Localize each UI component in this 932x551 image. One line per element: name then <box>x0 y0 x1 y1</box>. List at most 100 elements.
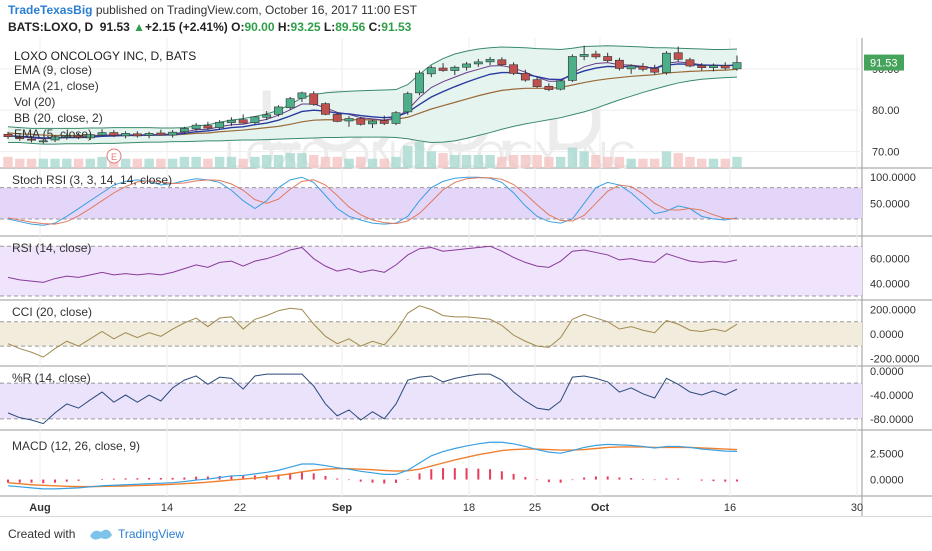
candle-body <box>662 52 671 73</box>
candle-body <box>226 119 236 123</box>
volume-bar <box>214 156 225 168</box>
volume-bar <box>602 156 613 168</box>
volume-bar <box>285 153 295 168</box>
volume-bar <box>403 145 413 168</box>
last-price-label: 91.53 <box>870 58 898 70</box>
candle-body <box>368 120 377 125</box>
candle-body <box>3 133 13 138</box>
chart-header: TradeTexasBig published on TradingView.c… <box>0 0 932 38</box>
volume-bar <box>497 156 507 168</box>
bb-fill <box>8 45 737 145</box>
volume-bar <box>3 156 13 168</box>
candle-body <box>697 65 707 68</box>
macd-title: MACD (12, 26, close, 9) <box>12 439 140 453</box>
volume-bar <box>555 156 566 168</box>
volume-bar <box>320 156 331 168</box>
candle-body <box>168 131 178 136</box>
macd-histogram-bar <box>571 479 574 481</box>
time-axis-label: 22 <box>234 502 246 514</box>
volume-bar <box>132 158 143 168</box>
candle-body <box>473 61 483 65</box>
macd-histogram-bar <box>700 479 703 481</box>
earnings-marker-label: E <box>111 152 117 162</box>
volume-bar <box>461 155 472 168</box>
williams-r-tick-label: -40.0000 <box>870 390 913 402</box>
chart-area[interactable]: LOXO, DLOXO ONCOLOGY INC70.0080.0090.00E… <box>0 38 932 516</box>
author-link[interactable]: TradeTexasBig <box>8 3 93 17</box>
change-value: +2.15 (+2.41%) <box>145 20 228 34</box>
volume-bar <box>414 142 425 168</box>
macd-histogram-bar <box>594 476 597 480</box>
volume-bar <box>626 158 636 168</box>
candle-body <box>179 128 189 133</box>
macd-histogram-bar <box>159 478 162 480</box>
candle-body <box>15 136 25 140</box>
volume-bar <box>708 158 719 168</box>
legend-entry: EMA (5, close) <box>14 127 92 141</box>
cci-tick-label: 200.0000 <box>870 304 916 316</box>
volume-bar <box>720 158 730 168</box>
volume-bar <box>473 155 484 168</box>
candle-body <box>215 121 225 128</box>
candle-body <box>250 116 260 123</box>
volume-bar <box>203 158 213 168</box>
price-tick-label: 80.00 <box>872 105 900 117</box>
time-axis-label: Oct <box>591 502 610 514</box>
volume-bar <box>673 153 683 168</box>
volume-bar <box>273 155 284 168</box>
macd-histogram-bar <box>559 479 562 483</box>
candle-body <box>121 133 130 137</box>
macd-histogram-bar <box>641 479 644 480</box>
macd-histogram-bar <box>371 479 374 483</box>
volume-bar <box>38 158 48 168</box>
cci-band-fill <box>0 321 862 347</box>
time-axis-label: 16 <box>724 502 736 514</box>
candle-body <box>567 56 577 81</box>
macd-histogram-bar <box>242 475 245 480</box>
candle-body <box>27 138 36 141</box>
volume-bar <box>591 155 601 168</box>
candle-body <box>438 67 448 71</box>
volume-bar <box>450 155 460 168</box>
volume-bar <box>579 151 589 168</box>
macd-histogram-bar <box>736 479 738 482</box>
macd-histogram-bar <box>547 479 550 483</box>
time-axis-label: 14 <box>161 502 173 514</box>
volume-bar <box>179 156 190 168</box>
macd-histogram-bar <box>230 475 233 480</box>
candle-body <box>450 66 460 71</box>
rsi-band-fill <box>0 246 862 296</box>
candle-body <box>132 133 142 137</box>
volume-bar <box>426 151 436 168</box>
stoch-rsi-title: Stoch RSI (3, 3, 14, 14, close) <box>12 173 172 187</box>
macd-histogram-bar <box>289 472 292 480</box>
earnings-marker <box>106 148 122 164</box>
tradingview-link[interactable]: TradingView <box>118 527 185 541</box>
macd-histogram-bar <box>665 478 668 480</box>
candle-body <box>309 93 319 105</box>
volume-bar <box>144 158 154 168</box>
rsi-tick-label: 40.0000 <box>870 279 910 291</box>
candle-body <box>462 63 471 68</box>
macd-histogram-bar <box>418 473 421 480</box>
macd-histogram-bar <box>77 479 80 481</box>
candle-body <box>262 114 272 118</box>
cci-title: CCI (20, close) <box>12 305 92 319</box>
stoch-rsi-line-1 <box>7 176 738 226</box>
volume-bar <box>567 147 578 168</box>
bb-lower-line <box>8 76 738 145</box>
macd-histogram-bar <box>536 479 539 481</box>
stoch-rsi-tick-label: 100.0000 <box>870 172 916 184</box>
macd-histogram-bar <box>42 479 45 484</box>
created-with-label: Created with <box>8 527 76 541</box>
published-text: published on TradingView.com, October 16… <box>95 3 417 17</box>
volume-bar <box>297 153 307 168</box>
candle-body <box>532 79 542 87</box>
stoch-rsi-line-2 <box>7 177 738 225</box>
macd-histogram-bar <box>618 477 621 480</box>
candle-body <box>379 120 389 124</box>
macd-histogram-bar <box>124 478 127 480</box>
macd-histogram-bar <box>524 476 527 480</box>
volume-bar <box>379 158 389 168</box>
candle-body <box>238 119 248 124</box>
